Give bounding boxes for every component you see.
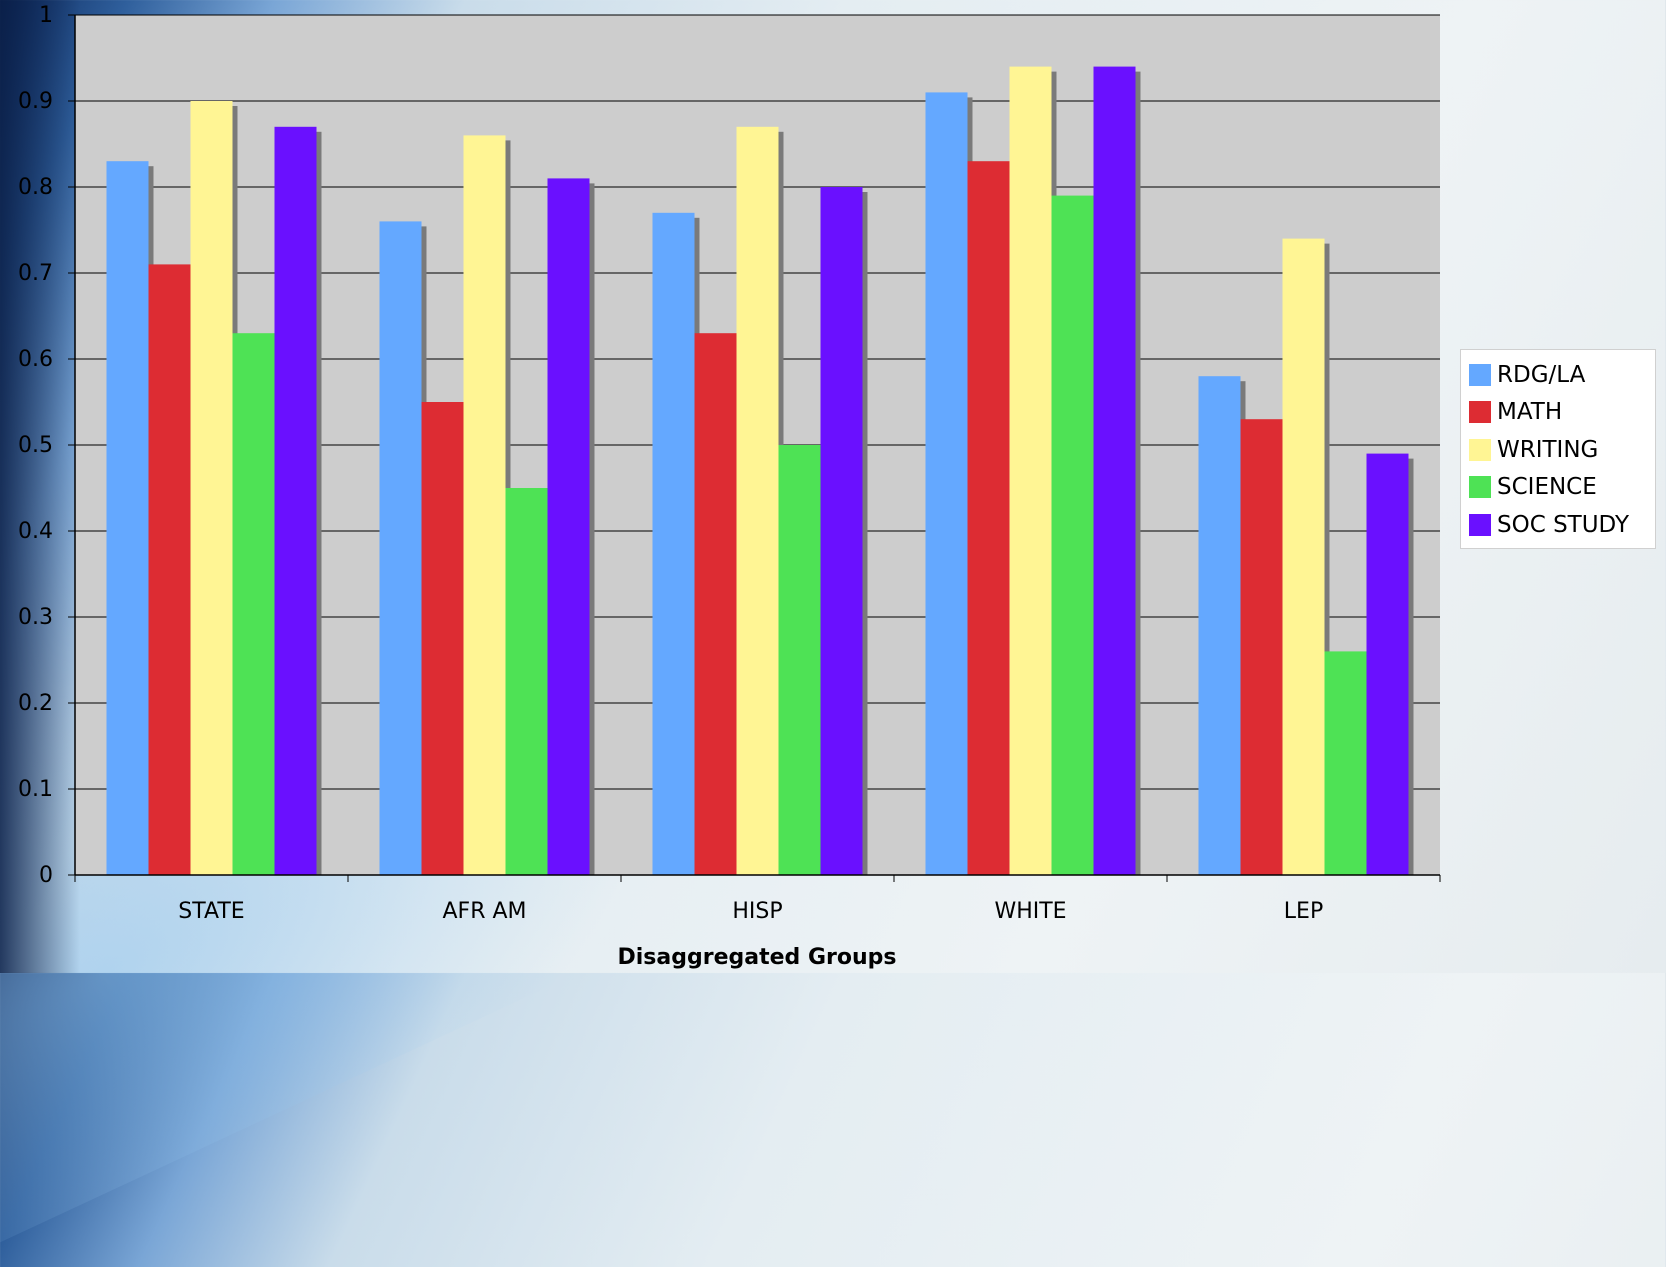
legend-item-rdg-la: RDG/LA: [1469, 356, 1647, 394]
bar: [547, 178, 590, 875]
bar: [1009, 66, 1052, 876]
bar: [232, 333, 275, 875]
bar: [148, 264, 191, 875]
legend-swatch: [1469, 476, 1491, 499]
legend-label: WRITING: [1497, 436, 1599, 463]
y-tick-label: 0.3: [18, 605, 53, 630]
legend-item-science: SCIENCE: [1469, 469, 1647, 507]
bars: [106, 66, 1414, 876]
bar: [1366, 453, 1409, 875]
bar: [1093, 66, 1136, 876]
bar: [820, 187, 863, 875]
x-tick-label: LEP: [1284, 899, 1323, 924]
y-tick-labels: 0 0.1 0.2 0.3 0.4 0.5 0.6 0.7 0.8 0.9 1: [18, 3, 53, 888]
y-tick-label: 0.5: [18, 433, 53, 458]
bar: [379, 221, 422, 875]
legend-label: SOC STUDY: [1497, 511, 1630, 538]
y-tick-label: 0.9: [18, 89, 53, 114]
background-dark-edge: [0, 0, 80, 973]
y-tick-label: 0.4: [18, 519, 53, 544]
bar: [652, 212, 695, 876]
x-tick-label: HISP: [732, 899, 782, 924]
bar: [1051, 195, 1094, 876]
bar-chart: 0 0.1 0.2 0.3 0.4 0.5 0.6 0.7 0.8 0.9 1 STATE AFR A…: [18, 3, 1441, 970]
legend-item-writing: WRITING: [1469, 431, 1647, 469]
bar: [967, 161, 1010, 875]
legend-swatch: [1469, 438, 1491, 461]
y-tick-label: 0.1: [18, 777, 53, 802]
bar: [106, 161, 149, 875]
legend-label: MATH: [1497, 399, 1563, 426]
legend-label: SCIENCE: [1497, 474, 1597, 501]
legend-item-soc-study: SOC STUDY: [1469, 506, 1647, 544]
y-tick-label: 0.6: [18, 347, 53, 372]
legend: RDG/LA MATH WRITING SCIENCE SOC STUDY: [1460, 349, 1656, 549]
bar: [190, 101, 233, 875]
legend-label: RDG/LA: [1497, 361, 1586, 388]
bar: [736, 126, 779, 876]
legend-swatch: [1469, 513, 1491, 536]
x-tick-label: WHITE: [994, 899, 1066, 924]
bar: [1198, 376, 1241, 875]
bar: [505, 488, 548, 875]
x-tick-labels: STATE AFR AM HISP WHITE LEP: [178, 899, 1323, 924]
y-tick-label: 1: [39, 3, 53, 28]
bar: [1240, 419, 1283, 875]
bar: [274, 126, 317, 876]
x-tick-label: AFR AM: [442, 899, 526, 924]
x-tick-label: STATE: [178, 899, 244, 924]
y-tick-label: 0: [39, 863, 53, 888]
y-tick-label: 0.8: [18, 175, 53, 200]
bar: [1324, 651, 1367, 875]
x-axis-title: Disaggregated Groups: [618, 945, 897, 970]
bar: [694, 333, 737, 875]
legend-swatch: [1469, 363, 1491, 386]
axes: [68, 14, 1441, 882]
bar: [463, 135, 506, 875]
bar: [1282, 238, 1325, 876]
bar: [421, 402, 464, 875]
y-tick-label: 0.7: [18, 261, 53, 286]
legend-item-math: MATH: [1469, 394, 1647, 432]
bar: [778, 445, 821, 875]
bar: [925, 92, 968, 875]
y-tick-label: 0.2: [18, 691, 53, 716]
legend-swatch: [1469, 401, 1491, 424]
